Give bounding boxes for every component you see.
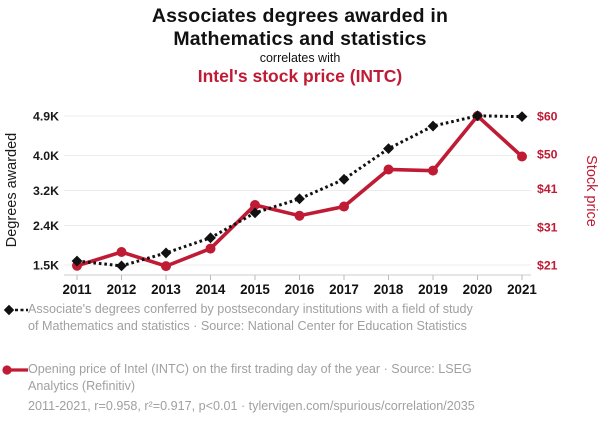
chart-subtitle: Intel's stock price (INTC): [197, 66, 403, 86]
intel-series-legend-icon: [2, 365, 28, 375]
circle-marker: [205, 243, 216, 254]
stats-footer: 2011-2021, r=0.958, r²=0.917, p<0.01 · t…: [28, 399, 475, 413]
x-axis-tick-label: 2021: [507, 282, 537, 297]
circle-marker: [339, 201, 349, 212]
legend-item-degrees-label: Associate's degrees conferred by postsec…: [28, 302, 473, 333]
circle-marker: [294, 210, 305, 221]
line-chart: 2011 2012 2013 2014 2015 2016 2017 2018 2019 2020…: [4, 110, 599, 298]
circle-marker: [161, 261, 171, 272]
x-axis: 2011 2012 2013 2014 2015 2016 2017 2018 2019 2020…: [62, 274, 537, 297]
right-axis-title: Stock price: [583, 155, 599, 227]
x-axis-tick-label: 2012: [107, 282, 137, 297]
x-axis-tick-label: 2019: [418, 282, 448, 297]
legend-item-intel-label: Opening price of Intel (INTC) on the fir…: [28, 362, 472, 393]
x-axis-tick-label: 2018: [374, 282, 404, 297]
diamond-marker: [160, 247, 172, 259]
diamond-marker: [338, 173, 350, 185]
right-axis-tick-label: $31: [537, 220, 558, 234]
x-axis-tick-label: 2016: [285, 282, 315, 297]
diamond-marker: [71, 255, 83, 267]
x-axis-tick-label: 2014: [196, 282, 226, 297]
legend-item-degrees: Associate's degrees conferred by postsec…: [2, 301, 578, 335]
circle-marker: [428, 165, 438, 176]
right-axis-ticks: $21 $31 $41 $50 $60: [537, 110, 558, 273]
circle-marker: [116, 247, 127, 258]
left-axis-title: Degrees awarded: [4, 133, 20, 247]
left-axis-tick-label: 4.9K: [33, 110, 59, 124]
correlates-with-text: correlates with: [259, 51, 341, 65]
right-axis-tick-label: $60: [537, 110, 558, 124]
circle-marker: [250, 200, 260, 211]
left-axis-tick-label: 2.4K: [33, 219, 59, 233]
diamond-marker: [294, 193, 305, 205]
x-axis-tick-label: 2020: [463, 282, 493, 297]
x-axis-tick-label: 2013: [151, 282, 181, 297]
left-axis-tick-label: 4.0K: [33, 149, 59, 163]
x-axis-tick-label: 2011: [62, 282, 92, 297]
series-line-diamond: [76, 114, 523, 268]
page-title: Associates degrees awarded in Mathematic…: [151, 5, 449, 50]
right-axis-tick-label: $41: [537, 182, 558, 196]
diamond-marker: [116, 260, 127, 272]
circle-marker: [383, 164, 394, 175]
x-axis-tick-label: 2017: [329, 282, 359, 297]
left-axis-tick-label: 3.2K: [33, 184, 59, 198]
x-axis-tick-label: 2015: [240, 282, 270, 297]
diamond-marker: [205, 232, 216, 244]
gridlines: [64, 115, 531, 266]
diamond-marker: [516, 111, 528, 123]
series-line-circle: [76, 113, 524, 269]
diamond-marker: [249, 207, 261, 219]
legend-item-intel: Opening price of Intel (INTC) on the fir…: [2, 361, 578, 395]
diamond-marker: [383, 143, 394, 155]
circle-marker: [517, 151, 527, 162]
diamond-marker: [427, 120, 439, 132]
right-axis-tick-label: $21: [537, 259, 558, 273]
left-axis-ticks: 1.5K 2.4K 3.2K 4.0K 4.9K: [33, 110, 59, 273]
left-axis-tick-label: 1.5K: [33, 259, 59, 273]
degrees-series-legend-icon: [3, 304, 28, 316]
diamond-marker: [472, 110, 483, 122]
right-axis-tick-label: $50: [537, 148, 558, 162]
